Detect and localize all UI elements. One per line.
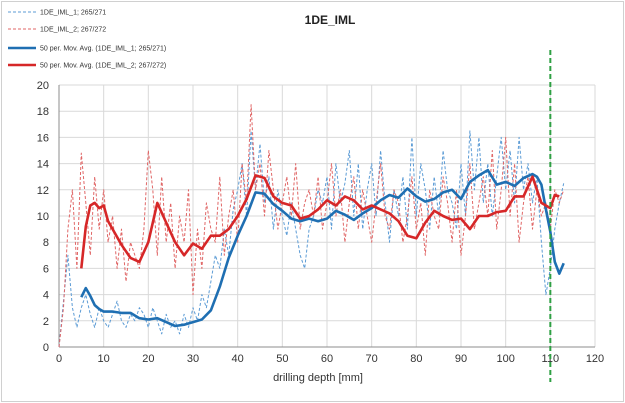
y-tick-label: 4 [43, 290, 49, 302]
y-tick-label: 18 [37, 106, 49, 118]
x-tick-label: 50 [276, 353, 288, 365]
series-line-4 [80, 174, 560, 269]
x-tick-label: 10 [98, 353, 110, 365]
legend-label-2: 1DE_IML_2; 267/272 [40, 27, 106, 34]
x-tick-label: 70 [366, 353, 378, 365]
x-tick-label: 120 [586, 353, 604, 365]
y-tick-label: 10 [37, 211, 49, 223]
x-axis-label: drilling depth [mm] [273, 372, 363, 384]
x-tick-label: 20 [142, 353, 154, 365]
x-tick-label: 80 [410, 353, 422, 365]
y-tick-label: 20 [37, 80, 49, 92]
y-tick-label: 0 [43, 342, 49, 354]
x-tick-label: 40 [232, 353, 244, 365]
legend-label-1: 1DE_IML_1; 265/271 [40, 10, 106, 17]
x-tick-label: 30 [187, 353, 199, 365]
series-line-2 [58, 104, 565, 348]
x-tick-label: 110 [542, 353, 560, 365]
y-tick-label: 8 [43, 237, 49, 249]
legend: 1DE_IML_1; 265/271 1DE_IML_2; 267/272 50 p… [8, 10, 166, 70]
series-line-1 [58, 130, 565, 348]
x-tick-labels: 0 10 20 30 40 50 60 70 80 90 100 110 120 [56, 353, 604, 365]
y-tick-label: 16 [37, 132, 49, 144]
y-tick-label: 12 [37, 185, 49, 197]
axes [58, 85, 595, 348]
x-tick-label: 100 [496, 353, 514, 365]
y-tick-label: 6 [43, 263, 49, 275]
y-tick-label: 14 [37, 159, 49, 171]
series-line-3 [80, 168, 565, 328]
y-tick-label: 2 [43, 316, 49, 328]
x-tick-label: 0 [56, 353, 62, 365]
legend-label-4: 50 per. Mov. Avg. (1DE_IML_2; 267/272) [40, 63, 166, 70]
y-tick-labels: 0 2 4 6 8 10 12 14 16 18 20 [37, 80, 49, 354]
legend-label-3: 50 per. Mov. Avg. (1DE_IML_1; 265/271) [40, 46, 166, 53]
x-tick-label: 60 [321, 353, 333, 365]
chart-title: 1DE_IML [305, 13, 356, 27]
series-group [58, 104, 565, 348]
x-tick-label: 90 [455, 353, 467, 365]
